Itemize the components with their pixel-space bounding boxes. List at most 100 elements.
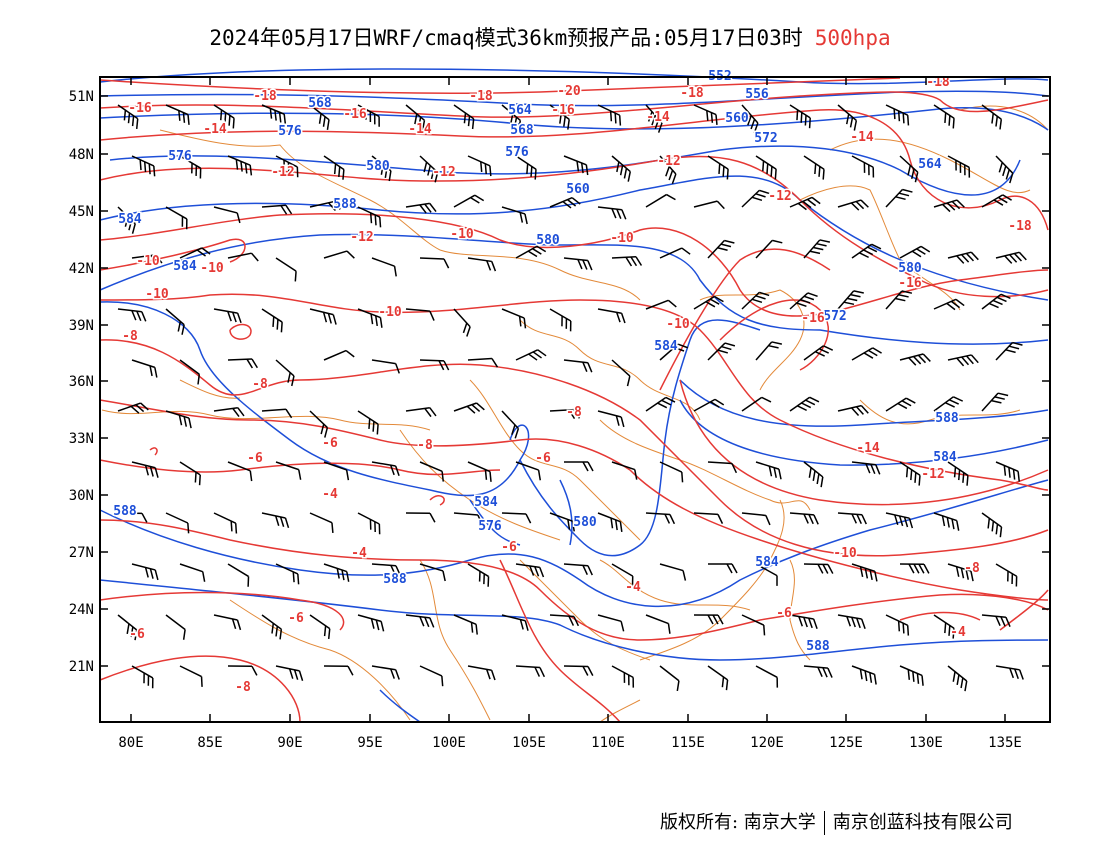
wind-barb — [165, 410, 192, 429]
geopotential-label: 560 — [566, 182, 590, 197]
temperature-label: -12 — [921, 467, 944, 482]
wind-barb — [645, 299, 677, 310]
wind-barb — [213, 206, 241, 224]
wind-barb — [549, 512, 575, 532]
lat-label: 24N — [69, 602, 94, 618]
province-borders — [101, 105, 1049, 723]
wind-barb — [693, 200, 725, 210]
wind-barb — [227, 155, 253, 176]
wind-barb — [227, 461, 253, 482]
wind-barb — [275, 461, 302, 480]
wind-barb — [323, 563, 350, 582]
wind-barb — [707, 461, 738, 474]
temperature-contour — [499, 559, 621, 723]
temperature-label: -18 — [253, 89, 277, 104]
wind-barbs — [117, 104, 1027, 692]
wind-barb — [947, 461, 969, 486]
wind-barb — [707, 239, 735, 259]
lat-label: 42N — [69, 261, 94, 277]
temperature-contour — [99, 91, 1049, 118]
lon-label: 115E — [671, 735, 705, 751]
wind-barb — [933, 104, 955, 129]
temperature-label: -10 — [450, 227, 474, 242]
temperature-label: -10 — [666, 317, 690, 332]
wind-barb — [741, 189, 770, 208]
title-main: 2024年05月17日WRF/cmaq模式36km预报产品:05月17日03时 — [209, 26, 803, 50]
wind-barb — [405, 512, 436, 523]
wind-barb — [515, 245, 547, 259]
wind-barb — [995, 563, 1018, 587]
wind-barb — [899, 461, 921, 486]
wind-barb — [789, 104, 811, 129]
lat-label: 27N — [69, 545, 94, 561]
temperature-label: -6 — [535, 451, 551, 466]
wind-barb — [275, 665, 304, 681]
lon-label: 100E — [432, 735, 466, 751]
wind-barb — [741, 291, 770, 310]
temperature-contour — [899, 611, 981, 621]
wind-barb — [755, 665, 779, 688]
wind-barb — [515, 461, 542, 481]
temperature-label: -12 — [657, 154, 680, 169]
wind-barb — [597, 104, 622, 126]
wind-barb — [453, 402, 485, 414]
lat-label: 48N — [69, 147, 94, 163]
geopotential-label: 584 — [474, 495, 498, 510]
temperature-contour — [99, 293, 1049, 491]
temperature-contour — [99, 399, 1049, 601]
wind-barb — [981, 614, 1011, 627]
temperature-label: -8 — [417, 438, 433, 453]
wind-barb — [323, 155, 345, 180]
wind-barb — [981, 293, 1011, 310]
geopotential-label: 572 — [823, 309, 846, 324]
wind-barb — [645, 396, 676, 412]
wind-barb — [933, 199, 965, 213]
temperature-label: -14 — [856, 441, 880, 456]
geopotential-label: 588 — [333, 197, 357, 212]
temperature-contour — [99, 339, 1049, 557]
temperature-label: -8 — [964, 561, 980, 576]
geopotential-label: 584 — [118, 212, 142, 227]
wind-barb — [645, 193, 676, 208]
wind-barb — [885, 614, 910, 636]
wind-barb — [371, 563, 401, 576]
temperature-label: -18 — [469, 89, 493, 104]
wind-barb — [179, 665, 203, 687]
wind-barb — [467, 257, 497, 272]
wind-barb — [803, 461, 824, 488]
wind-barb — [515, 563, 545, 578]
wind-barb — [131, 155, 156, 177]
wind-barb — [227, 252, 259, 262]
wind-barb — [611, 665, 635, 688]
geopotential-label: 584 — [654, 339, 678, 354]
temperature-label: -12 — [768, 189, 791, 204]
wind-barb — [611, 359, 631, 387]
wind-barb — [419, 155, 439, 183]
wind-barb — [837, 614, 866, 629]
wind-barb — [885, 512, 914, 529]
temperature-label: -10 — [610, 231, 634, 246]
copyright-footer: 版权所有: 南京大学 南京创蓝科技有限公司 — [660, 808, 1013, 835]
wind-barb — [309, 104, 330, 130]
wind-barb — [131, 563, 159, 581]
wind-barb — [309, 308, 337, 325]
wind-barb — [309, 410, 329, 438]
temperature-contour — [229, 323, 252, 340]
wind-barb — [789, 512, 819, 525]
wind-barb — [357, 614, 385, 632]
wind-barb — [659, 665, 680, 692]
wind-barb — [597, 206, 627, 220]
wind-barb — [707, 155, 729, 180]
wind-barb — [309, 200, 341, 211]
wind-barb — [323, 349, 355, 361]
wind-barb — [981, 194, 1012, 208]
wind-barb — [899, 155, 919, 183]
wind-barb — [803, 155, 825, 180]
wind-barb — [995, 341, 1023, 361]
wind-barb — [323, 665, 354, 676]
wind-barb — [453, 512, 483, 525]
wind-barb — [309, 614, 331, 639]
wind-barb — [611, 155, 632, 182]
wind-barb — [981, 392, 1009, 412]
